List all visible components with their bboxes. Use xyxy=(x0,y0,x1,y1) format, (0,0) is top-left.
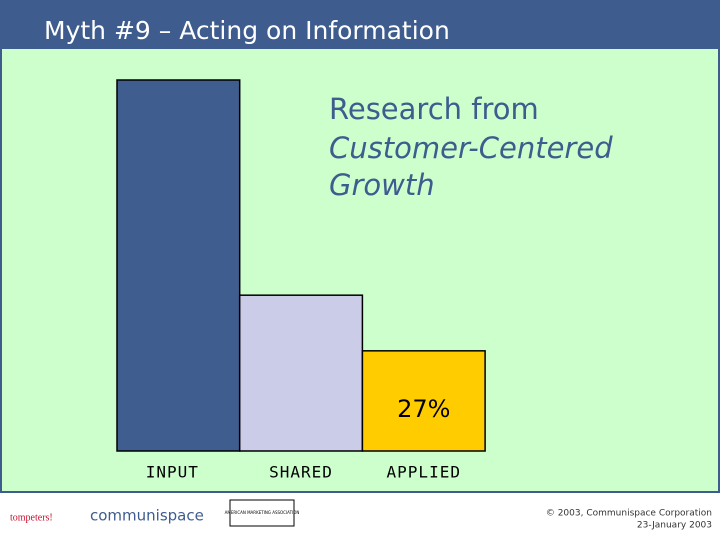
header-bar xyxy=(0,0,720,48)
logo-box xyxy=(229,499,295,527)
footer: tompeters! communispace AMERICAN MARKETI… xyxy=(10,499,712,531)
slide-title: Myth #9 – Acting on Information xyxy=(44,16,450,45)
bars: INPUT SHARED APPLIED 27% xyxy=(116,79,486,482)
bar xyxy=(361,350,486,452)
bar xyxy=(116,79,241,452)
bar xyxy=(238,294,364,452)
logo: AMERICAN MARKETING ASSOCIATION xyxy=(225,510,300,515)
logo: communispace xyxy=(90,507,204,525)
annotation-line: Research from xyxy=(329,92,539,126)
annotation-line: Customer-Centered xyxy=(329,131,613,165)
annotation-line: Growth xyxy=(329,168,435,202)
logo: tompeters! xyxy=(10,512,53,523)
x-tick-label: SHARED xyxy=(269,463,333,482)
copyright: © 2003, Communispace Corporation xyxy=(546,509,712,519)
x-tick-label: APPLIED xyxy=(387,463,461,482)
x-tick-label: INPUT xyxy=(146,463,199,482)
value-label: 27% xyxy=(397,395,450,423)
annotation: Research from Customer-Centered Growth xyxy=(329,92,613,202)
date: 23-January 2003 xyxy=(637,521,712,531)
